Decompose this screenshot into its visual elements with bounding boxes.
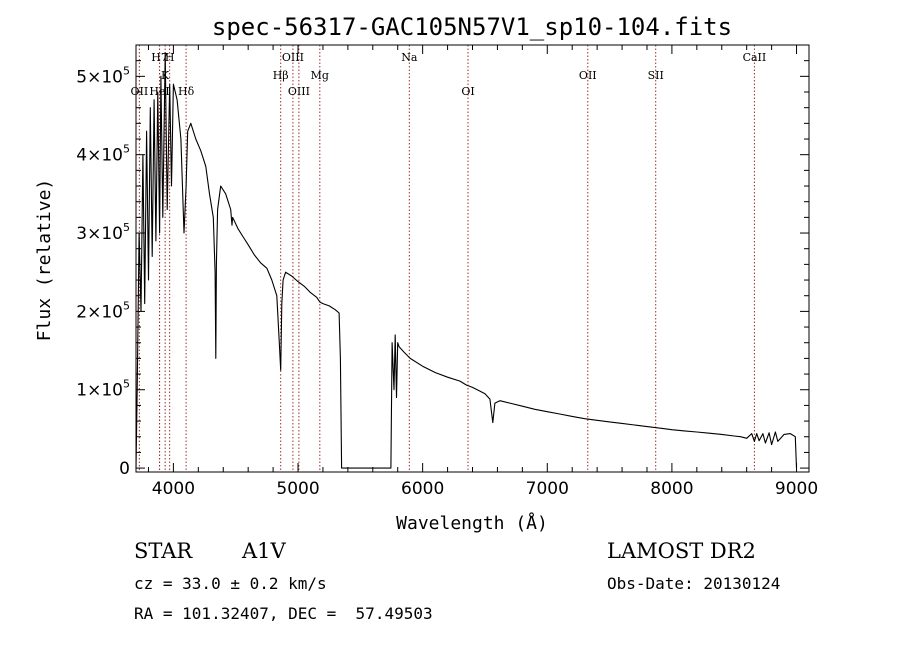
y-tick-label-0: 0 <box>119 459 130 479</box>
line-label-5: Hδ <box>178 85 195 98</box>
y-axis-label: Flux (relative) <box>34 179 55 342</box>
survey-name: LAMOST DR2 <box>607 539 756 563</box>
y-tick-label-4: 4×105 <box>76 143 130 166</box>
line-label-12: OII <box>579 69 597 82</box>
x-tick-label-4: 8000 <box>650 479 693 499</box>
y-tick-label-2: 2×105 <box>76 299 130 322</box>
plot-frame <box>135 44 810 473</box>
x-axis-label: Wavelength (Å) <box>396 512 548 534</box>
line-label-3: OII <box>131 85 149 98</box>
line-label-6: OIII <box>282 51 304 64</box>
line-label-0: H7 <box>151 51 168 64</box>
line-label-9: OIII <box>288 85 310 98</box>
observation-date: Obs-Date: 20130124 <box>607 574 781 593</box>
y-tick-label-3: 3×105 <box>76 221 130 244</box>
line-label-8: Mg <box>311 69 329 82</box>
line-label-10: Na <box>401 51 418 64</box>
line-label-1: H <box>165 51 175 64</box>
line-label-11: OI <box>461 85 474 98</box>
y-tick-label-1: 1×105 <box>76 378 130 401</box>
redshift-value: cz = 33.0 ± 0.2 km/s <box>134 574 327 593</box>
x-tick-label-1: 5000 <box>276 479 319 499</box>
y-tick-label-5: 5×105 <box>76 64 130 87</box>
line-label-4: HeI <box>149 85 169 98</box>
line-label-7: Hβ <box>273 69 289 82</box>
x-tick-label-0: 4000 <box>152 479 195 499</box>
line-label-13: SII <box>648 69 664 82</box>
object-class: STAR <box>134 539 193 563</box>
spectrum-line <box>135 52 798 469</box>
chart-title: spec-56317-GAC105N57V1_sp10-104.fits <box>212 13 732 41</box>
x-tick-label-3: 7000 <box>526 479 569 499</box>
spectrum-series <box>135 52 798 469</box>
x-tick-label-5: 9000 <box>775 479 818 499</box>
line-label-14: CaII <box>743 51 767 64</box>
axis-ticks: 4000 5000 6000 7000 8000 9000 0 1×105 2×105 3×105… <box>76 45 818 499</box>
coordinates: RA = 101.32407, DEC = 57.49503 <box>134 604 433 623</box>
object-subclass: A1V <box>242 539 286 563</box>
x-tick-label-2: 6000 <box>401 479 444 499</box>
